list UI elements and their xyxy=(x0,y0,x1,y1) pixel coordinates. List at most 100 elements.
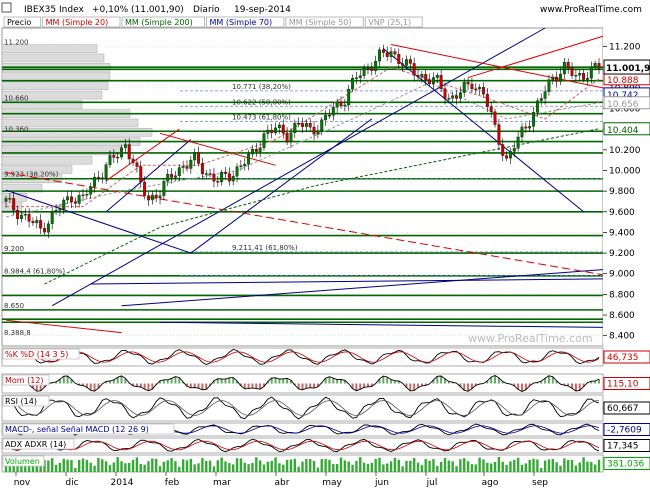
volume-bar xyxy=(8,462,12,472)
volume-bar xyxy=(212,466,216,472)
fib-label: 9.923 (38,20%) xyxy=(4,170,59,178)
volume-profile-bar xyxy=(1,81,109,91)
price-tick-label: 10.200 xyxy=(609,146,641,156)
candle-body xyxy=(570,67,574,76)
volume-bar xyxy=(578,462,581,472)
indicator-frame xyxy=(1,394,604,422)
volume-bar xyxy=(536,459,539,472)
candle-body xyxy=(227,173,231,182)
volume-bar xyxy=(305,458,308,472)
left-level-label: 10.660 xyxy=(4,94,29,102)
candle-body xyxy=(23,214,27,216)
candle-body xyxy=(370,68,374,71)
volume-bar xyxy=(62,458,65,472)
volume-bar xyxy=(278,463,281,472)
volume-bar xyxy=(162,461,166,472)
candle-body xyxy=(585,78,589,80)
indicator-label-box xyxy=(2,374,50,386)
volume-bar xyxy=(231,464,235,472)
price-tick-label: 8.600 xyxy=(609,311,635,321)
volume-bar xyxy=(528,459,531,472)
volume-bar xyxy=(166,460,169,472)
volume-bar xyxy=(39,466,42,472)
candle-body xyxy=(562,62,566,75)
chart-legend: Precio MM (Simple 20) MM (Simple 200) MM (S… xyxy=(3,16,423,28)
volume-bar xyxy=(128,462,131,472)
candle-body xyxy=(277,124,281,129)
candle-body xyxy=(559,73,562,82)
symbol-name: IBEX35 Index xyxy=(24,5,84,15)
fib-label: 10.771 (38,20%) xyxy=(232,83,291,91)
volume-bar xyxy=(486,462,489,472)
volume-bar xyxy=(359,457,362,472)
candle-body xyxy=(482,87,485,95)
candle-body xyxy=(351,78,355,90)
left-level-label: 10.360 xyxy=(4,125,29,133)
volume-bar xyxy=(370,462,374,472)
volume-profile-bar xyxy=(1,128,153,137)
volume-bar xyxy=(401,466,404,472)
volume-bar xyxy=(247,464,250,472)
volume-bar xyxy=(139,464,142,472)
volume-bar xyxy=(590,461,593,472)
price-tick-label: 9.000 xyxy=(609,270,635,280)
candle-body xyxy=(478,87,482,90)
candle-body xyxy=(100,177,104,179)
left-level-labels: 11.200 10.660 10.360 9.200 8.650 8.388,8 xyxy=(4,39,31,337)
volume-bar xyxy=(235,458,239,472)
price-tag-label: 10.888 xyxy=(607,76,639,86)
volume-bar xyxy=(4,465,8,472)
sma200-line xyxy=(44,128,600,285)
chart-header: IBEX35 Index +0,10% (11.001,90) Diario 19-s… xyxy=(1,2,642,15)
candle-body xyxy=(62,199,66,210)
volume-bar xyxy=(389,461,393,472)
candle-body xyxy=(551,76,555,80)
indicator-panel: Volumen 381.036 xyxy=(1,454,650,473)
candle-body xyxy=(566,62,570,69)
candle-body xyxy=(112,155,116,158)
legend-item xyxy=(42,16,121,28)
candle-body xyxy=(466,82,470,85)
volume-bar xyxy=(478,457,481,472)
volume-bar xyxy=(220,457,223,472)
trend-line-blue xyxy=(121,269,603,307)
candle-body xyxy=(12,198,16,211)
month-label: ago xyxy=(482,478,499,488)
candle-body xyxy=(85,194,89,196)
candle-body xyxy=(131,158,135,163)
indicator-name: %K %D (14 3 5) xyxy=(5,350,68,359)
candle-body xyxy=(135,162,139,167)
volume-bar xyxy=(555,462,558,472)
candle-body xyxy=(189,159,193,169)
candle-body xyxy=(204,173,208,175)
volume-bar xyxy=(228,463,231,472)
candle-body xyxy=(139,166,143,183)
candle-body xyxy=(270,129,274,133)
fib-label: 8.984,4 (61,80%) xyxy=(4,267,65,275)
candle-body xyxy=(578,73,582,76)
candle-body xyxy=(173,175,177,178)
candle-body xyxy=(343,104,347,107)
legend-item xyxy=(3,16,42,28)
candle-body xyxy=(301,123,304,127)
indicator-label-box xyxy=(2,423,175,435)
candle-body xyxy=(293,122,297,133)
volume-bar xyxy=(559,465,562,472)
candle-body xyxy=(543,91,547,99)
volume-bar xyxy=(436,466,439,472)
volume-bar xyxy=(104,461,108,472)
indicator-frame xyxy=(1,347,604,367)
volume-bar xyxy=(489,463,493,472)
candle-body xyxy=(532,112,535,127)
fib-label: 10.622 (50,00%) xyxy=(232,98,291,106)
candle-body xyxy=(154,194,158,199)
candle-body xyxy=(208,173,212,175)
volume-bar xyxy=(355,461,358,472)
indicator-value-box xyxy=(603,457,650,470)
candle-body xyxy=(439,75,443,89)
chart-date: 19-sep-2014 xyxy=(234,5,291,15)
price-tick-label: 11.200 xyxy=(609,43,641,53)
volume-bar xyxy=(154,458,158,472)
fib-label: 9.211,41 (61,80%) xyxy=(232,244,298,252)
month-label: abr xyxy=(275,478,290,488)
